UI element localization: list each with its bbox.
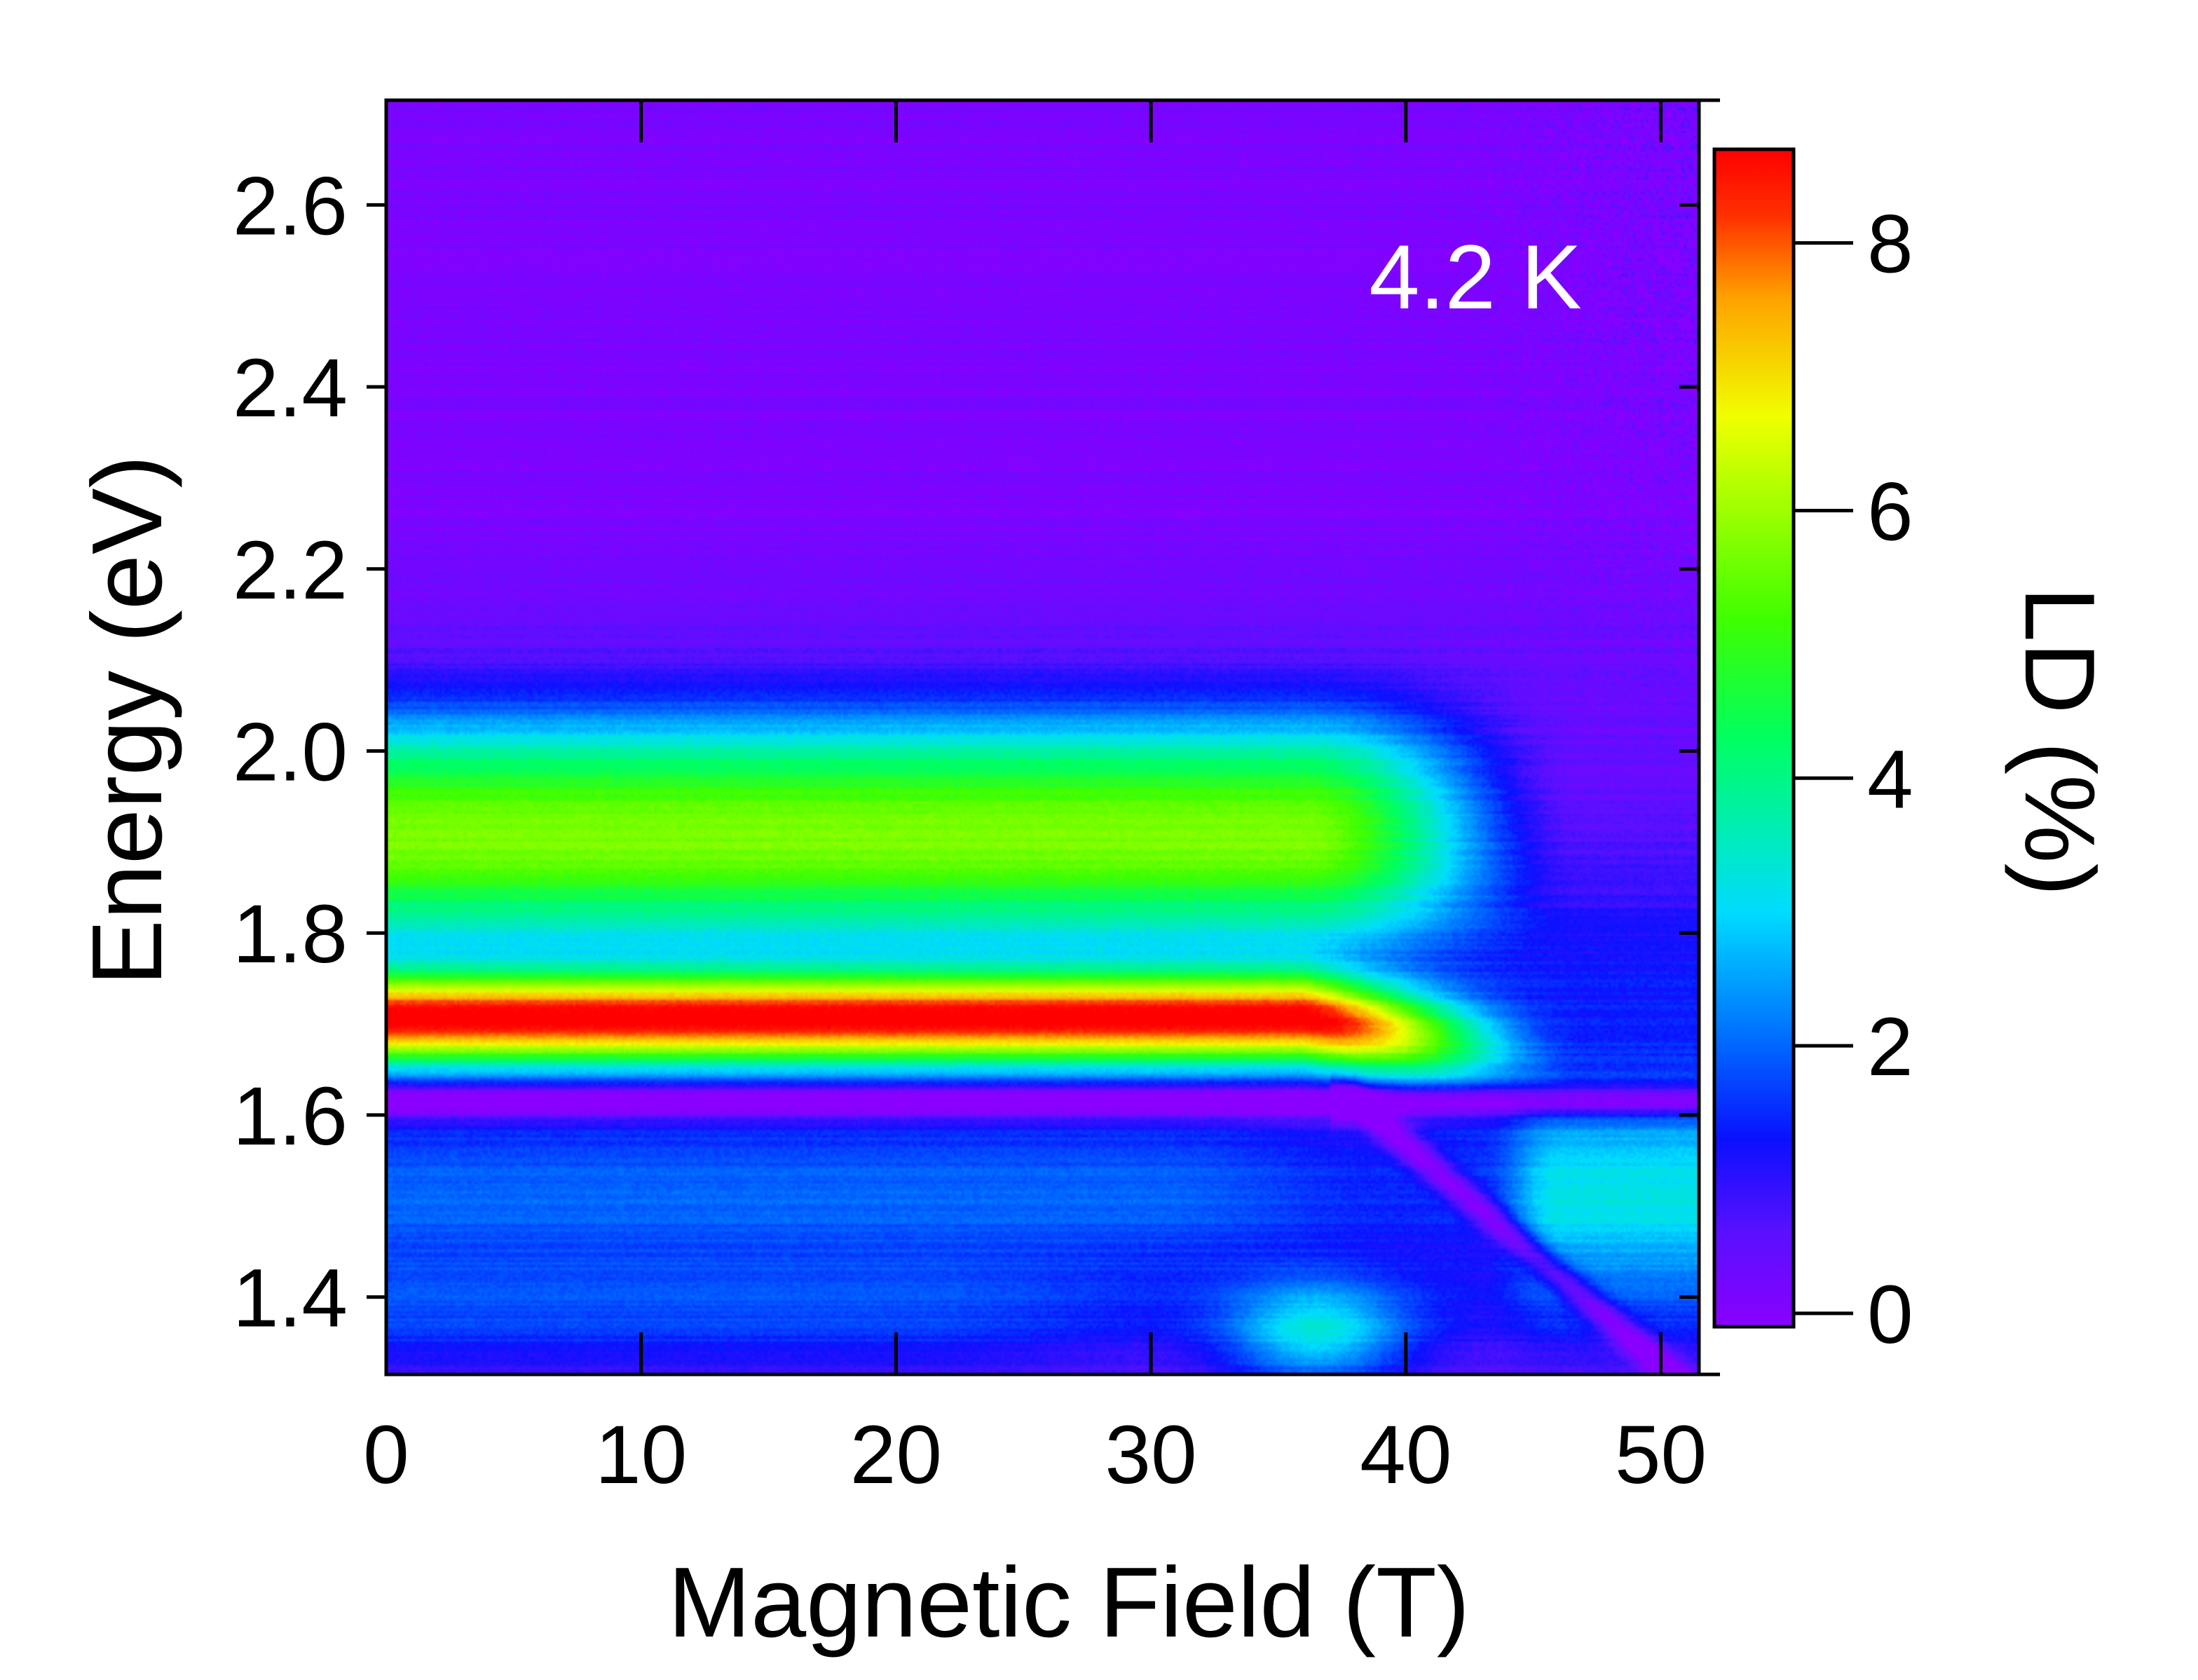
heatmap-image [386,100,1699,1374]
plot-area [384,98,1701,1377]
colorbar-tick-label: 8 [1867,198,1913,291]
y-tick-label: 1.6 [233,1070,348,1163]
x-tick-label: 0 [363,1409,409,1501]
x-tick-label: 30 [1105,1409,1196,1501]
colorbar-gradient [1714,149,1794,1327]
colorbar-tick-label: 0 [1867,1269,1913,1361]
colorbar-title: LD (%) [2004,587,2115,896]
y-tick-label: 2.6 [233,160,348,252]
y-tick-label: 1.4 [233,1252,348,1345]
x-tick-label: 20 [850,1409,942,1501]
x-tick-label: 50 [1615,1409,1707,1501]
colorbar-ticks: 0 2 4 6 8 [1794,198,1913,1361]
y-tick-label: 2.2 [233,524,348,617]
x-axis-title: Magnetic Field (T) [668,1547,1470,1658]
colorbar: 0 2 4 6 8 [1712,147,1913,1361]
y-tick-label: 2.0 [233,706,348,798]
plot-frame [384,98,1701,1377]
x-axis-ticks: 0 10 20 30 40 50 [363,100,1707,1501]
colorbar-frame [1712,147,1796,1329]
colorbar-tick-label: 6 [1867,465,1913,558]
x-tick-label: 10 [595,1409,687,1501]
colorbar-tick-label: 2 [1867,1001,1913,1093]
y-tick-label: 1.8 [233,888,348,981]
y-axis-ticks: 1.4 1.6 1.8 2.0 2.2 2.4 2.6 [233,98,1720,1377]
y-tick-label: 2.4 [233,342,348,435]
y-axis-title: Energy (eV) [71,455,183,986]
temperature-annotation: 4.2 K [1369,226,1582,328]
x-tick-label: 40 [1360,1409,1452,1501]
colorbar-tick-label: 4 [1867,733,1913,826]
